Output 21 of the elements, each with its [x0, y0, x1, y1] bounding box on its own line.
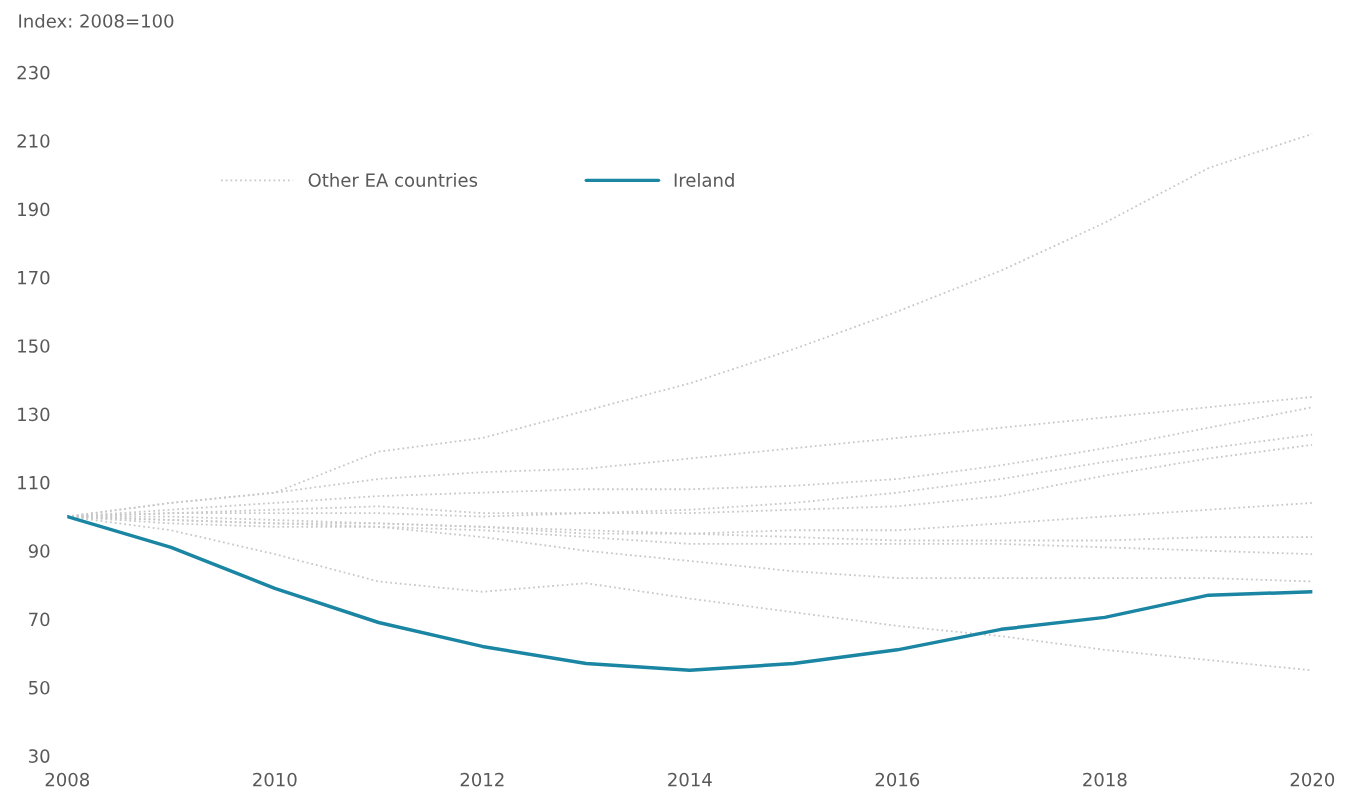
x-tick-label: 2018 [1083, 772, 1127, 787]
y-tick-label: 70 [29, 612, 50, 627]
x-tick-label: 2012 [460, 772, 504, 787]
y-tick-label: 210 [17, 134, 50, 148]
x-tick-label: 2020 [1290, 772, 1335, 787]
x-tick-label: 2010 [253, 772, 297, 787]
y-tick-label: 30 [29, 749, 50, 763]
x-tick-label: 2008 [45, 772, 90, 787]
legend-label: Other EA countries [308, 172, 478, 187]
x-tick-label: 2016 [875, 772, 920, 787]
x-tick-label: 2014 [668, 772, 712, 787]
y-tick-label: 130 [18, 407, 50, 422]
y-tick-label: 190 [18, 202, 50, 217]
legend-label: Ireland [674, 172, 734, 187]
y-tick-label: 170 [18, 270, 50, 285]
y-tick-label: 50 [29, 680, 50, 695]
y-axis-title: Index: 2008=100 [19, 13, 174, 28]
y-tick-label: 90 [28, 544, 50, 558]
y-tick-label: 110 [18, 475, 50, 490]
y-tick-label: 230 [17, 65, 50, 80]
y-tick-label: 150 [18, 339, 50, 353]
